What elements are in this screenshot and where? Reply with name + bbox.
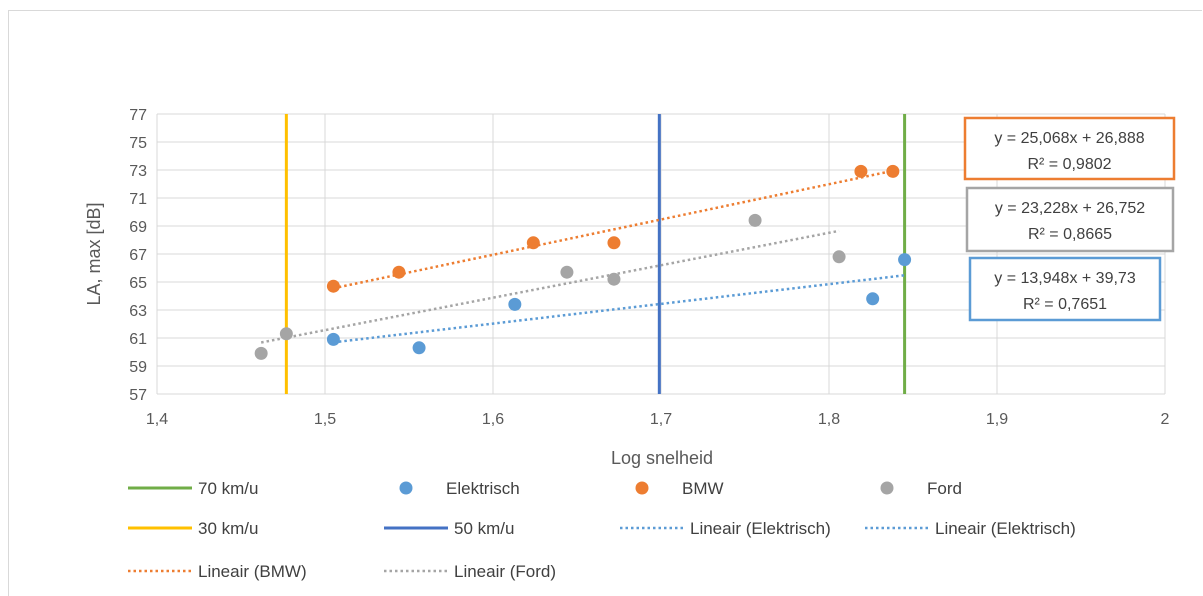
x-tick-labels: 1,4 1,5 1,6 1,7 1,8 1,9 2 [146, 411, 1170, 428]
legend-marker [635, 481, 649, 495]
x-tick-label: 1,7 [650, 411, 672, 428]
trendlines [260, 169, 905, 344]
data-point [326, 279, 340, 293]
y-tick-label: 63 [129, 303, 147, 320]
trendline-equation: y = 25,068x + 26,888 [994, 130, 1144, 147]
x-axis-title: Log snelheid [611, 448, 713, 468]
data-point [254, 346, 268, 360]
legend-label: Elektrisch [446, 479, 520, 498]
x-tick-label: 1,9 [986, 411, 1008, 428]
x-tick-label: 1,8 [818, 411, 840, 428]
x-tick-label: 1,5 [314, 411, 336, 428]
legend-label: Lineair (BMW) [198, 562, 307, 581]
data-points [254, 164, 912, 360]
y-tick-label: 75 [129, 135, 147, 152]
x-tick-label: 1,4 [146, 411, 168, 428]
data-point [898, 253, 912, 267]
data-point [607, 236, 621, 250]
trendline [333, 169, 894, 290]
data-point [886, 164, 900, 178]
trendline [333, 274, 905, 344]
data-point [392, 265, 406, 279]
y-tick-label: 69 [129, 219, 147, 236]
equation-box [965, 186, 1175, 253]
legend-label: Ford [927, 479, 962, 498]
trendline-r2: R² = 0,7651 [1023, 296, 1107, 313]
legend-marker [399, 481, 413, 495]
data-point [560, 265, 574, 279]
y-tick-labels: 57 59 61 63 65 67 69 71 73 75 77 [129, 107, 147, 404]
y-tick-label: 59 [129, 359, 147, 376]
trendline-r2: R² = 0,8665 [1028, 226, 1112, 243]
y-tick-label: 67 [129, 247, 147, 264]
data-point [526, 236, 540, 250]
equation-box [963, 116, 1176, 181]
data-point [748, 213, 762, 227]
legend-label: 30 km/u [198, 519, 258, 538]
x-tick-label: 2 [1161, 411, 1170, 428]
trendline [260, 229, 840, 344]
y-tick-label: 71 [129, 191, 147, 208]
legend: 70 km/u Elektrisch BMW Ford 30 km/u 50 km/u Li… [128, 479, 1076, 581]
data-point [279, 327, 293, 341]
x-tick-label: 1,6 [482, 411, 504, 428]
legend-label: 50 km/u [454, 519, 514, 538]
data-point [832, 250, 846, 264]
trendline-equation: y = 23,228x + 26,752 [995, 200, 1145, 217]
legend-label: Lineair (Elektrisch) [690, 519, 831, 538]
data-point [326, 332, 340, 346]
chart-frame [8, 10, 1202, 596]
trendline-r2: R² = 0,9802 [1027, 156, 1111, 173]
trendline-equations: y = 25,068x + 26,888 R² = 0,9802 y = 23,22… [963, 116, 1176, 322]
legend-label: Lineair (Ford) [454, 562, 556, 581]
y-tick-label: 65 [129, 275, 147, 292]
data-point [607, 272, 621, 286]
equation-box [968, 256, 1162, 322]
legend-label: BMW [682, 479, 724, 498]
legend-label: Lineair (Elektrisch) [935, 519, 1076, 538]
y-axis-title: LA, max [dB] [84, 202, 104, 305]
y-tick-label: 61 [129, 331, 147, 348]
trendline-equation: y = 13,948x + 39,73 [994, 270, 1136, 287]
legend-label: 70 km/u [198, 479, 258, 498]
data-point [508, 297, 522, 311]
data-point [866, 292, 880, 306]
data-point [854, 164, 868, 178]
legend-marker [880, 481, 894, 495]
y-tick-label: 57 [129, 387, 147, 404]
data-point [412, 341, 426, 355]
y-tick-label: 73 [129, 163, 147, 180]
y-tick-label: 77 [129, 107, 147, 124]
